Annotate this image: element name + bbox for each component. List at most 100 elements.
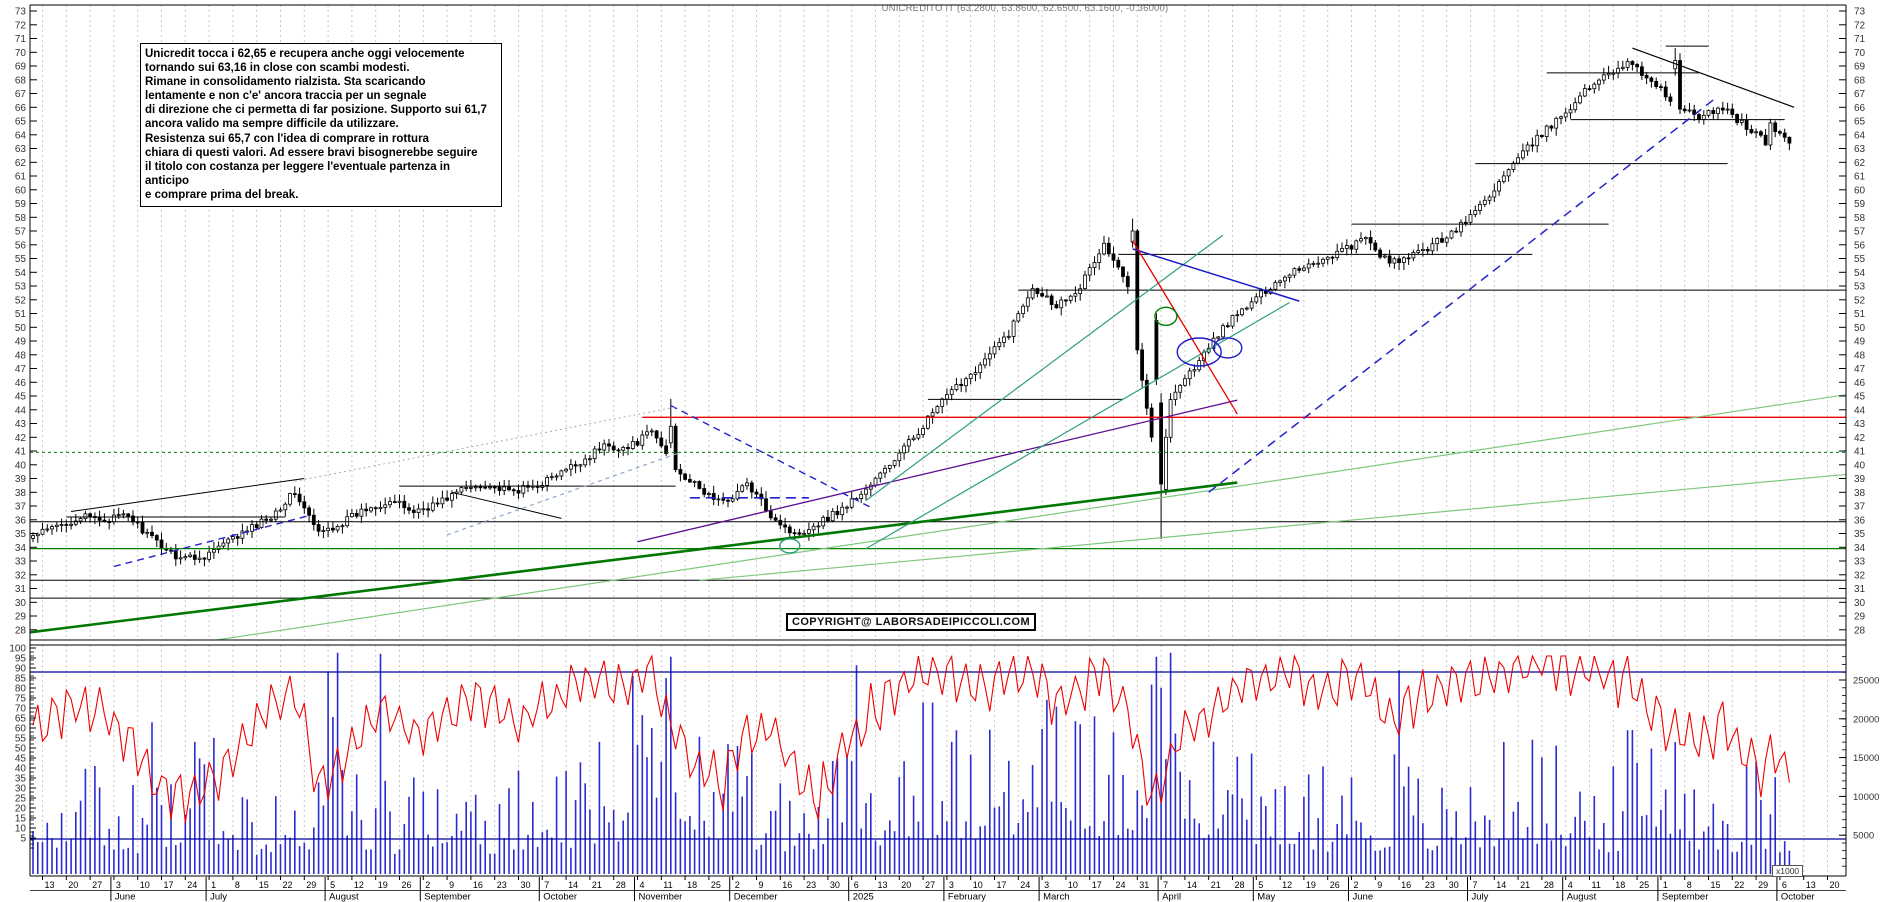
svg-text:65: 65 xyxy=(1854,117,1866,128)
svg-text:33: 33 xyxy=(15,557,27,568)
volume-bars xyxy=(30,652,1846,874)
trendlines xyxy=(30,45,1846,640)
svg-text:16: 16 xyxy=(782,880,792,890)
svg-text:16: 16 xyxy=(1401,880,1411,890)
svg-text:15000: 15000 xyxy=(1853,753,1879,764)
svg-text:9: 9 xyxy=(1377,880,1382,890)
svg-text:21: 21 xyxy=(1211,880,1221,890)
svg-text:25000: 25000 xyxy=(1853,676,1879,687)
svg-text:75: 75 xyxy=(15,694,27,705)
svg-text:80: 80 xyxy=(15,684,27,695)
svg-text:27: 27 xyxy=(925,880,935,890)
svg-text:29: 29 xyxy=(1758,880,1768,890)
svg-text:March: March xyxy=(1043,892,1069,902)
svg-text:6: 6 xyxy=(854,880,859,890)
svg-text:26: 26 xyxy=(1330,880,1340,890)
svg-text:2025: 2025 xyxy=(853,892,874,902)
svg-text:31: 31 xyxy=(1139,880,1149,890)
svg-text:50: 50 xyxy=(1854,323,1866,334)
svg-text:28: 28 xyxy=(1544,880,1554,890)
svg-text:22: 22 xyxy=(283,880,293,890)
svg-text:90: 90 xyxy=(15,664,27,675)
svg-text:14: 14 xyxy=(568,880,578,890)
svg-text:68: 68 xyxy=(15,75,27,86)
svg-text:73: 73 xyxy=(1854,7,1866,18)
svg-text:20: 20 xyxy=(68,880,78,890)
svg-text:43: 43 xyxy=(1854,419,1866,430)
svg-text:45: 45 xyxy=(15,392,27,403)
svg-text:10: 10 xyxy=(973,880,983,890)
svg-text:100: 100 xyxy=(9,644,26,655)
svg-text:66: 66 xyxy=(1854,103,1866,114)
svg-text:51: 51 xyxy=(1854,309,1866,320)
svg-text:67: 67 xyxy=(15,89,27,100)
svg-text:46: 46 xyxy=(15,378,27,389)
svg-text:63: 63 xyxy=(15,144,27,155)
svg-text:47: 47 xyxy=(15,364,27,375)
svg-text:31: 31 xyxy=(1854,584,1866,595)
svg-text:2: 2 xyxy=(1354,880,1359,890)
svg-text:61: 61 xyxy=(15,172,27,183)
svg-text:35: 35 xyxy=(15,774,27,785)
svg-text:2: 2 xyxy=(735,880,740,890)
svg-text:16: 16 xyxy=(473,880,483,890)
svg-text:24: 24 xyxy=(187,880,197,890)
svg-text:30: 30 xyxy=(830,880,840,890)
svg-text:5000: 5000 xyxy=(1853,831,1874,842)
svg-text:5: 5 xyxy=(20,834,26,845)
volume-unit-label: x1000 xyxy=(1772,865,1804,877)
svg-text:35: 35 xyxy=(15,529,27,540)
svg-text:29: 29 xyxy=(306,880,316,890)
svg-text:63: 63 xyxy=(1854,144,1866,155)
svg-text:28: 28 xyxy=(1854,625,1866,636)
svg-text:31: 31 xyxy=(15,584,27,595)
svg-text:20000: 20000 xyxy=(1853,714,1879,725)
date-axis: 13 20 27 3 10 17 24 1 8 15 22 29 5 12 19 26 2 9 16 23 30 7 14 2… xyxy=(30,876,1846,902)
svg-text:32: 32 xyxy=(15,570,27,581)
svg-text:June: June xyxy=(115,892,136,902)
svg-text:May: May xyxy=(1257,892,1275,902)
svg-text:21: 21 xyxy=(592,880,602,890)
svg-text:7: 7 xyxy=(1163,880,1168,890)
svg-text:61: 61 xyxy=(1854,172,1866,183)
svg-text:21: 21 xyxy=(1520,880,1530,890)
svg-text:19: 19 xyxy=(378,880,388,890)
svg-text:25: 25 xyxy=(15,794,27,805)
svg-text:44: 44 xyxy=(1854,405,1866,416)
svg-text:14: 14 xyxy=(1496,880,1506,890)
svg-text:20: 20 xyxy=(1830,880,1840,890)
svg-text:November: November xyxy=(639,892,683,902)
svg-text:60: 60 xyxy=(15,185,27,196)
panel-borders xyxy=(29,4,1847,877)
svg-text:11: 11 xyxy=(1592,880,1601,890)
svg-text:70: 70 xyxy=(15,704,27,715)
price-axis-left: 73 73 72 72 71 71 70 70 69 69 68 68 67 67 66 66 65 65 64 64… xyxy=(15,7,1866,637)
svg-text:68: 68 xyxy=(1854,75,1866,86)
svg-text:13: 13 xyxy=(1806,880,1816,890)
svg-text:55: 55 xyxy=(15,734,27,745)
svg-text:August: August xyxy=(329,892,359,902)
svg-text:3: 3 xyxy=(116,880,121,890)
candlestick-series xyxy=(31,48,1792,567)
svg-text:70: 70 xyxy=(15,48,27,59)
svg-text:10: 10 xyxy=(15,824,27,835)
svg-text:44: 44 xyxy=(15,405,27,416)
svg-text:40: 40 xyxy=(15,460,27,471)
svg-text:14: 14 xyxy=(1187,880,1197,890)
svg-text:2: 2 xyxy=(425,880,430,890)
svg-text:13: 13 xyxy=(45,880,55,890)
svg-text:56: 56 xyxy=(15,240,27,251)
svg-text:72: 72 xyxy=(15,20,27,31)
svg-text:15: 15 xyxy=(15,814,27,825)
svg-text:19: 19 xyxy=(1306,880,1316,890)
volume-axis: 25000 20000 15000 10000 5000 xyxy=(1839,656,1879,867)
svg-text:6: 6 xyxy=(1782,880,1787,890)
svg-text:34: 34 xyxy=(15,543,27,554)
svg-text:17: 17 xyxy=(164,880,174,890)
svg-text:54: 54 xyxy=(15,268,27,279)
svg-text:28: 28 xyxy=(1235,880,1245,890)
svg-text:4: 4 xyxy=(1568,880,1573,890)
svg-text:71: 71 xyxy=(15,34,27,45)
svg-text:3: 3 xyxy=(949,880,954,890)
